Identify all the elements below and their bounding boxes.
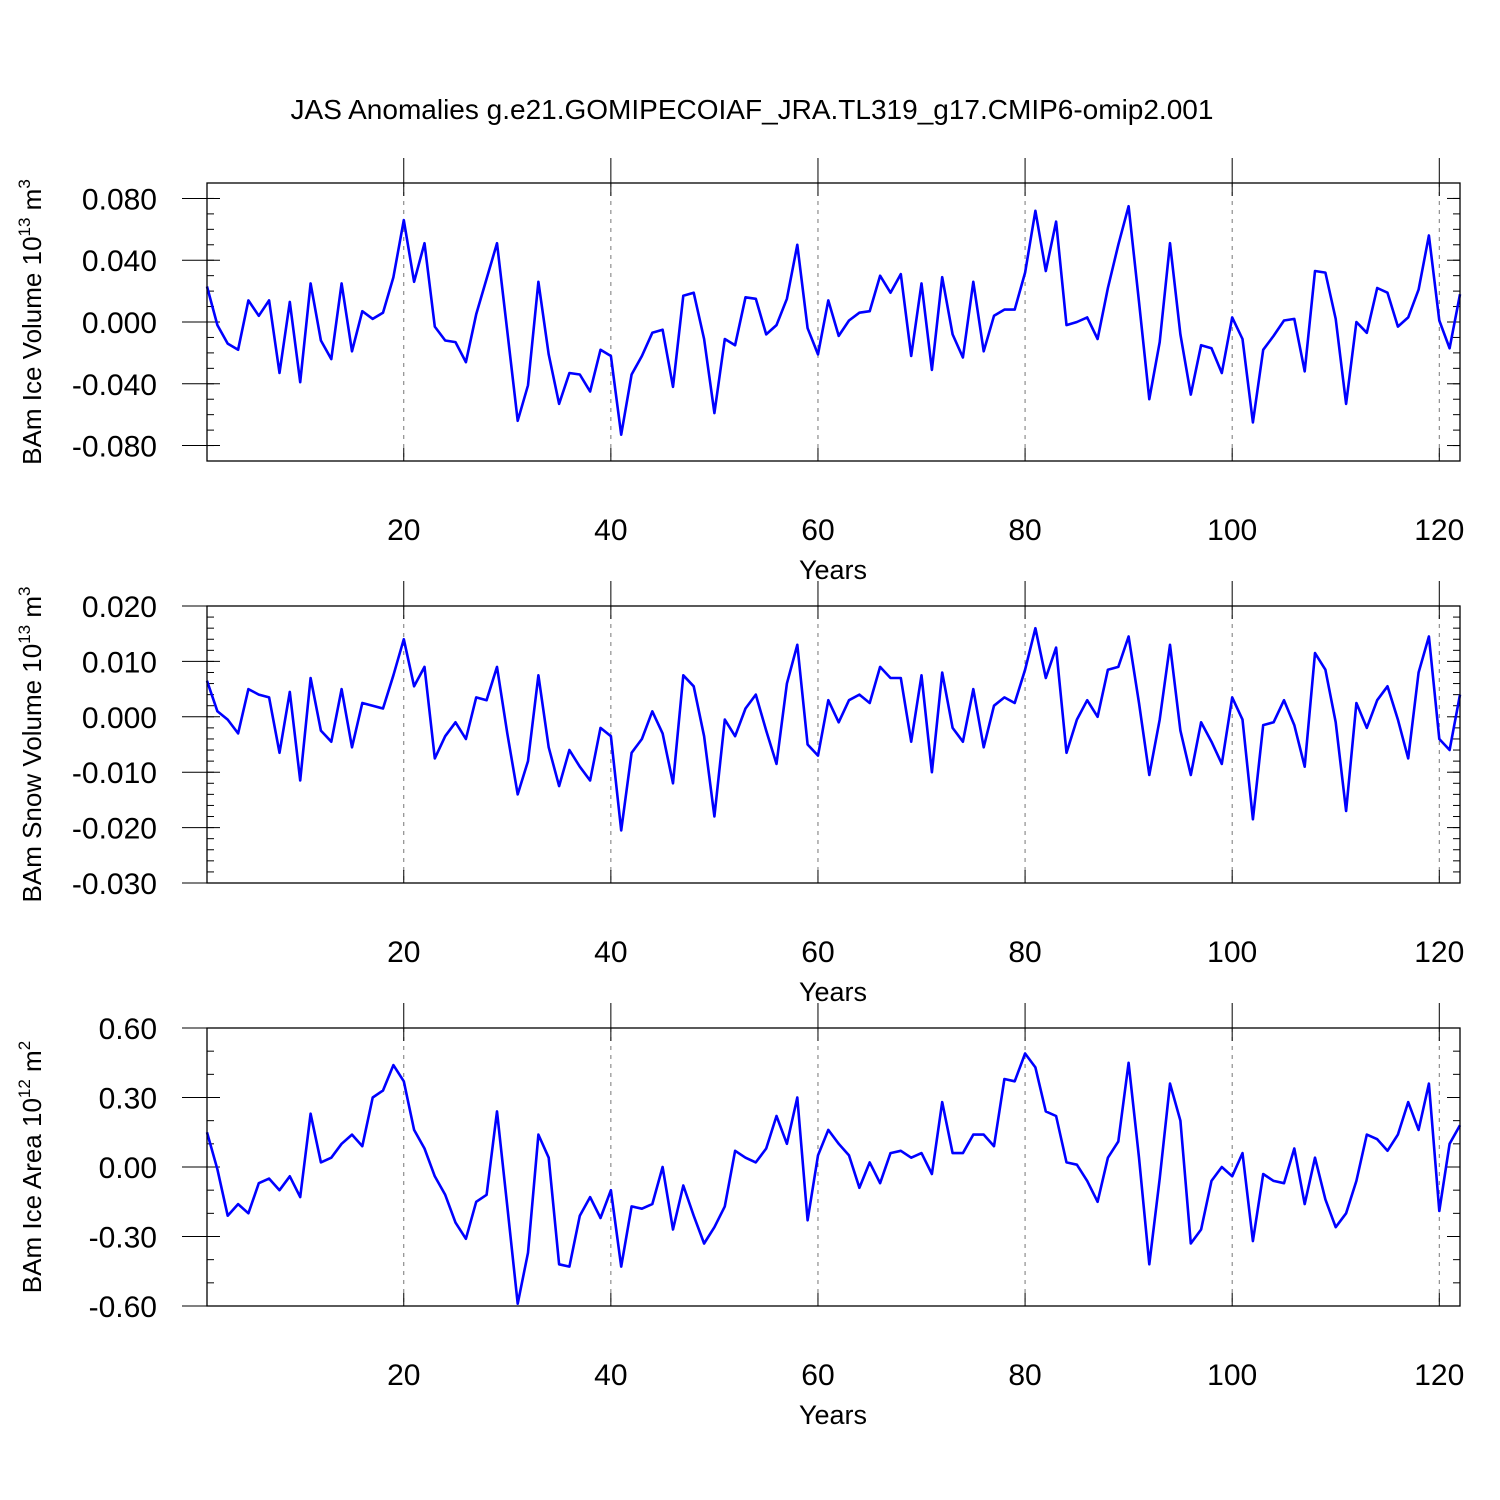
- x-tick-label: 20: [387, 514, 420, 547]
- panel-ice-volume: -0.080 -0.040 0.000 0.040 0.080 20 40 60 80 100 1…: [15, 158, 1464, 585]
- y-tick-label: -0.30: [89, 1222, 157, 1255]
- x-grid: [403, 1028, 1440, 1306]
- x-tick-label: 120: [1414, 936, 1464, 969]
- x-tick-label: 120: [1414, 1359, 1464, 1392]
- x-tick-label: 20: [387, 936, 420, 969]
- y-axis-label: BAm Snow Volume 1013 m3: [15, 587, 47, 903]
- series-line-ice-area: [205, 1052, 1462, 1305]
- x-grid: [403, 606, 1440, 883]
- y-tick-label: -0.020: [72, 813, 157, 846]
- plot-frame: [206, 182, 1461, 462]
- x-tick-label: 100: [1207, 936, 1257, 969]
- x-tick-label: 40: [594, 936, 627, 969]
- x-major-ticks: 20 40 60 80 100 120: [387, 1003, 1464, 1392]
- y-tick-label: -0.080: [72, 431, 157, 464]
- x-axis-label: Years: [799, 977, 867, 1007]
- y-tick-label: 0.30: [99, 1083, 157, 1116]
- y-major-ticks: -0.080 -0.040 0.000 0.040 0.080: [72, 183, 1460, 464]
- y-tick-label: 0.010: [82, 646, 157, 679]
- series-line: [205, 204, 1462, 437]
- y-tick-label: 0.60: [99, 1013, 157, 1046]
- x-tick-label: 40: [594, 1359, 627, 1392]
- series-line: [205, 1052, 1462, 1305]
- x-tick-label: 100: [1207, 1359, 1257, 1392]
- series-line-ice-volume: [205, 204, 1462, 437]
- y-major-ticks: -0.030 -0.020 -0.010 0.000 0.010 0.020: [72, 591, 1460, 901]
- x-tick-label: 20: [387, 1359, 420, 1392]
- x-tick-label: 60: [801, 514, 834, 547]
- x-tick-label: 80: [1008, 936, 1041, 969]
- panel-ice-area: -0.60 -0.30 0.00 0.30 0.60 20 40 60 80 100 120 Ye…: [15, 1003, 1464, 1430]
- panel-snow-volume: -0.030 -0.020 -0.010 0.000 0.010 0.020 20 40 60…: [15, 581, 1464, 1007]
- y-tick-label: 0.000: [82, 702, 157, 735]
- y-tick-label: 0.020: [82, 591, 157, 624]
- x-axis-label: Years: [799, 555, 867, 585]
- x-tick-label: 80: [1008, 1359, 1041, 1392]
- y-tick-label: 0.00: [99, 1152, 157, 1185]
- y-tick-label: -0.030: [72, 868, 157, 901]
- plot-frame: [206, 605, 1461, 884]
- plot-frame: [206, 1027, 1461, 1307]
- series-line: [205, 626, 1462, 832]
- x-tick-label: 60: [801, 936, 834, 969]
- y-tick-label: 0.040: [82, 245, 157, 278]
- y-axis-label: BAm Ice Area 1012 m2: [15, 1041, 47, 1293]
- y-tick-label: -0.60: [89, 1291, 157, 1324]
- x-axis-label: Years: [799, 1400, 867, 1430]
- y-tick-label: 0.080: [82, 183, 157, 216]
- y-major-ticks: -0.60 -0.30 0.00 0.30 0.60: [89, 1013, 1460, 1324]
- x-tick-label: 100: [1207, 514, 1257, 547]
- y-tick-label: -0.040: [72, 369, 157, 402]
- y-tick-label: -0.010: [72, 757, 157, 790]
- x-major-ticks: 20 40 60 80 100 120: [387, 158, 1464, 547]
- y-axis-label: BAm Ice Volume 1013 m3: [15, 179, 47, 465]
- x-major-ticks: 20 40 60 80 100 120: [387, 581, 1464, 969]
- figure-title: JAS Anomalies g.e21.GOMIPECOIAF_JRA.TL31…: [291, 94, 1214, 125]
- y-tick-label: 0.000: [82, 307, 157, 340]
- x-tick-label: 80: [1008, 514, 1041, 547]
- x-tick-label: 120: [1414, 514, 1464, 547]
- x-tick-label: 40: [594, 514, 627, 547]
- series-line-snow-volume: [205, 626, 1462, 832]
- x-tick-label: 60: [801, 1359, 834, 1392]
